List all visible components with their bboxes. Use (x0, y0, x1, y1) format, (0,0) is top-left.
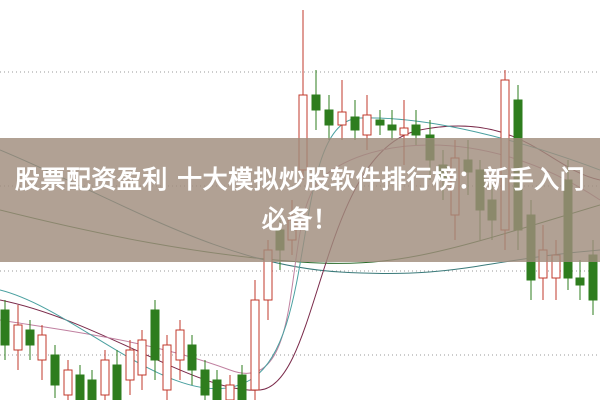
candle-up (125, 349, 135, 381)
candle-down (237, 374, 247, 400)
candle-up (13, 324, 23, 351)
candle-down (311, 94, 321, 111)
candle-down (0, 309, 10, 346)
candle-down (150, 309, 160, 361)
candle-down (25, 329, 35, 346)
candle-down (200, 369, 210, 396)
title-banner: 股票配资盈利 十大模拟炒股软件排行榜：新手入门 必备！ (0, 138, 600, 262)
candle-up (225, 384, 235, 400)
candle-up (250, 299, 260, 391)
candle-down (324, 109, 334, 126)
candle-down (575, 277, 585, 286)
candle-down (375, 119, 385, 126)
candle-down (87, 379, 97, 400)
candle-up (137, 339, 147, 376)
candle-down (212, 379, 222, 400)
article-title-line1: 股票配资盈利 十大模拟炒股软件排行榜：新手入门 (14, 165, 586, 194)
candle-up (100, 359, 110, 396)
candle-up (63, 369, 73, 396)
candle-up (362, 114, 372, 136)
candle-down (187, 344, 197, 371)
candle-up (162, 344, 172, 391)
candle-down (50, 354, 60, 386)
candle-down (75, 374, 85, 400)
article-title-line2: 必备！ (261, 205, 339, 234)
candle-up (337, 111, 347, 126)
candle-down (411, 124, 421, 136)
candle-up (399, 127, 409, 136)
candle-down (350, 116, 360, 131)
candle-down (387, 124, 397, 131)
candle-up (175, 329, 185, 361)
candle-down (112, 364, 122, 400)
candle-up (37, 334, 47, 361)
